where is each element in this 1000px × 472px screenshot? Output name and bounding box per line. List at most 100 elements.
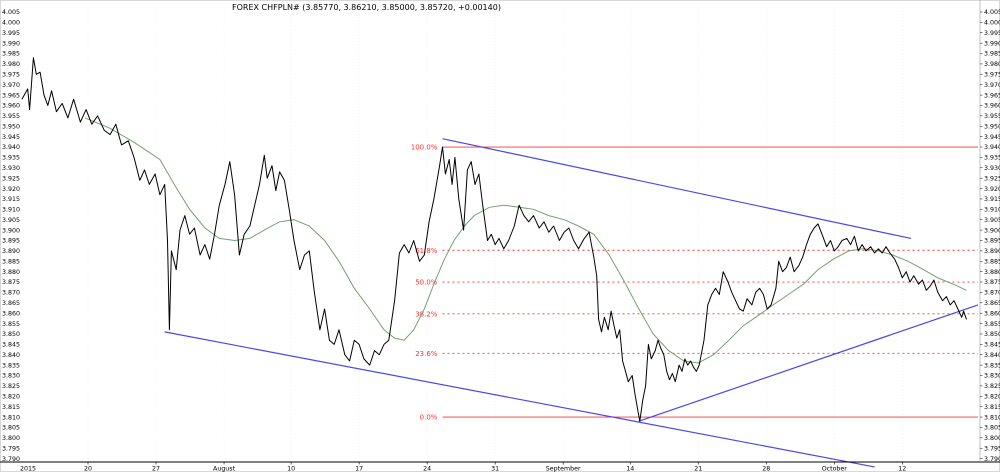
y-axis-label-right: 3.940 bbox=[984, 144, 1000, 151]
y-axis-label-left: 3.920 bbox=[2, 186, 20, 193]
trend-line-upper-descending[interactable] bbox=[442, 138, 912, 240]
y-axis-label-right: 3.855 bbox=[984, 321, 1000, 328]
y-axis-label-right: 3.920 bbox=[984, 186, 1000, 193]
trend-line-lower-descending[interactable] bbox=[164, 331, 875, 468]
y-axis-label-left: 3.970 bbox=[2, 82, 20, 89]
y-axis-label-left: 3.925 bbox=[2, 175, 20, 182]
y-axis-label-right: 3.970 bbox=[984, 82, 1000, 89]
y-axis-label-left: 3.875 bbox=[2, 279, 20, 286]
x-axis-label: 28 bbox=[762, 466, 770, 472]
y-axis-label-right: 3.960 bbox=[984, 103, 1000, 110]
y-axis-label-right: 3.840 bbox=[984, 352, 1000, 359]
y-axis-label-right: 3.930 bbox=[984, 165, 1000, 172]
trend-line-ascending-support[interactable] bbox=[638, 304, 979, 422]
x-axis-label: September bbox=[546, 466, 581, 472]
y-axis-label-right: 3.935 bbox=[984, 155, 1000, 162]
y-axis-label-left: 3.805 bbox=[2, 425, 20, 432]
fib-level-label: 23.6% bbox=[415, 350, 438, 358]
y-axis-label-right: 3.790 bbox=[984, 456, 1000, 463]
y-axis-label-right: 3.815 bbox=[984, 404, 1000, 411]
y-axis-label-right: 3.965 bbox=[984, 92, 1000, 99]
y-axis-label-right: 3.830 bbox=[984, 373, 1000, 380]
y-axis-label-right: 3.835 bbox=[984, 362, 1000, 369]
x-axis-label: 10 bbox=[287, 466, 295, 472]
y-axis-label-right: 3.995 bbox=[984, 30, 1000, 37]
x-axis-label: 17 bbox=[355, 466, 363, 472]
y-axis-label-right: 3.900 bbox=[984, 227, 1000, 234]
y-axis-label-left: 3.930 bbox=[2, 165, 20, 172]
y-axis-label-right: 3.895 bbox=[984, 238, 1000, 245]
y-axis-label-left: 3.950 bbox=[2, 123, 20, 130]
x-axis-label: 31 bbox=[491, 466, 499, 472]
y-axis-label-right: 3.990 bbox=[984, 40, 1000, 47]
y-axis-label-right: 3.880 bbox=[984, 269, 1000, 276]
y-axis-label-right: 3.980 bbox=[984, 61, 1000, 68]
x-axis-label: 20 bbox=[84, 466, 92, 472]
y-axis-label-left: 3.800 bbox=[2, 435, 20, 442]
y-axis-label-right: 3.850 bbox=[984, 331, 1000, 338]
y-axis-label-right: 3.820 bbox=[984, 393, 1000, 400]
y-axis-label-left: 3.935 bbox=[2, 155, 20, 162]
y-axis-label-right: 4.005 bbox=[984, 9, 1000, 16]
y-axis-label-left: 4.000 bbox=[2, 20, 20, 27]
fib-level-label: 61.8% bbox=[415, 247, 438, 255]
y-axis-label-right: 3.915 bbox=[984, 196, 1000, 203]
y-axis-label-left: 3.985 bbox=[2, 51, 20, 58]
y-axis-label-left: 3.890 bbox=[2, 248, 20, 255]
y-axis-label-left: 3.945 bbox=[2, 134, 20, 141]
y-axis-label-left: 3.915 bbox=[2, 196, 20, 203]
y-axis-label-right: 3.910 bbox=[984, 207, 1000, 214]
y-axis-label-right: 3.950 bbox=[984, 123, 1000, 130]
y-axis-label-right: 3.890 bbox=[984, 248, 1000, 255]
y-axis-label-left: 3.895 bbox=[2, 238, 20, 245]
x-axis-label: 12 bbox=[898, 466, 906, 472]
fib-level-label: 50.0% bbox=[415, 279, 438, 287]
y-axis-label-right: 3.945 bbox=[984, 134, 1000, 141]
x-axis-label: August bbox=[213, 466, 236, 472]
y-axis-label-right: 3.810 bbox=[984, 414, 1000, 421]
y-axis-label-right: 3.985 bbox=[984, 51, 1000, 58]
y-axis-label-left: 3.860 bbox=[2, 310, 20, 317]
y-axis-label-left: 3.955 bbox=[2, 113, 20, 120]
x-axis-label: 2015 bbox=[20, 466, 36, 472]
y-axis-label-right: 3.925 bbox=[984, 175, 1000, 182]
y-axis-label-left: 3.835 bbox=[2, 362, 20, 369]
y-axis-label-left: 3.795 bbox=[2, 445, 20, 452]
y-axis-label-left: 3.865 bbox=[2, 300, 20, 307]
y-axis-label-right: 3.870 bbox=[984, 290, 1000, 297]
y-axis-label-right: 3.975 bbox=[984, 72, 1000, 79]
y-axis-label-right: 3.885 bbox=[984, 258, 1000, 265]
y-axis-label-left: 3.980 bbox=[2, 61, 20, 68]
y-axis-label-left: 3.960 bbox=[2, 103, 20, 110]
fib-level-label: 0.0% bbox=[420, 414, 438, 422]
y-axis-label-left: 3.995 bbox=[2, 30, 20, 37]
y-axis-label-left: 3.825 bbox=[2, 383, 20, 390]
y-axis-label-left: 3.905 bbox=[2, 217, 20, 224]
x-axis-label: 24 bbox=[423, 466, 431, 472]
y-axis-label-left: 3.815 bbox=[2, 404, 20, 411]
y-axis-label-right: 3.905 bbox=[984, 217, 1000, 224]
y-axis-label-right: 3.845 bbox=[984, 342, 1000, 349]
chart-title: FOREX CHFPLN# (3.85770, 3.86210, 3.85000… bbox=[232, 3, 501, 12]
x-axis-label: 27 bbox=[152, 466, 160, 472]
y-axis-label-left: 4.005 bbox=[2, 9, 20, 16]
y-axis-label-left: 3.965 bbox=[2, 92, 20, 99]
y-axis-label-left: 3.840 bbox=[2, 352, 20, 359]
fib-level-label: 100.0% bbox=[411, 144, 438, 152]
y-axis-label-right: 3.800 bbox=[984, 435, 1000, 442]
y-axis-label-left: 3.885 bbox=[2, 258, 20, 265]
y-axis-label-left: 3.820 bbox=[2, 393, 20, 400]
y-axis-label-left: 3.850 bbox=[2, 331, 20, 338]
y-axis-label-left: 3.810 bbox=[2, 414, 20, 421]
y-axis-label-left: 3.975 bbox=[2, 72, 20, 79]
y-axis-label-left: 3.830 bbox=[2, 373, 20, 380]
y-axis-label-left: 3.900 bbox=[2, 227, 20, 234]
y-axis-label-right: 3.805 bbox=[984, 425, 1000, 432]
price-line bbox=[21, 57, 967, 422]
y-axis-label-right: 3.860 bbox=[984, 310, 1000, 317]
fib-level-label: 38.2% bbox=[415, 310, 438, 318]
y-axis-label-right: 3.795 bbox=[984, 445, 1000, 452]
y-axis-label-right: 3.865 bbox=[984, 300, 1000, 307]
